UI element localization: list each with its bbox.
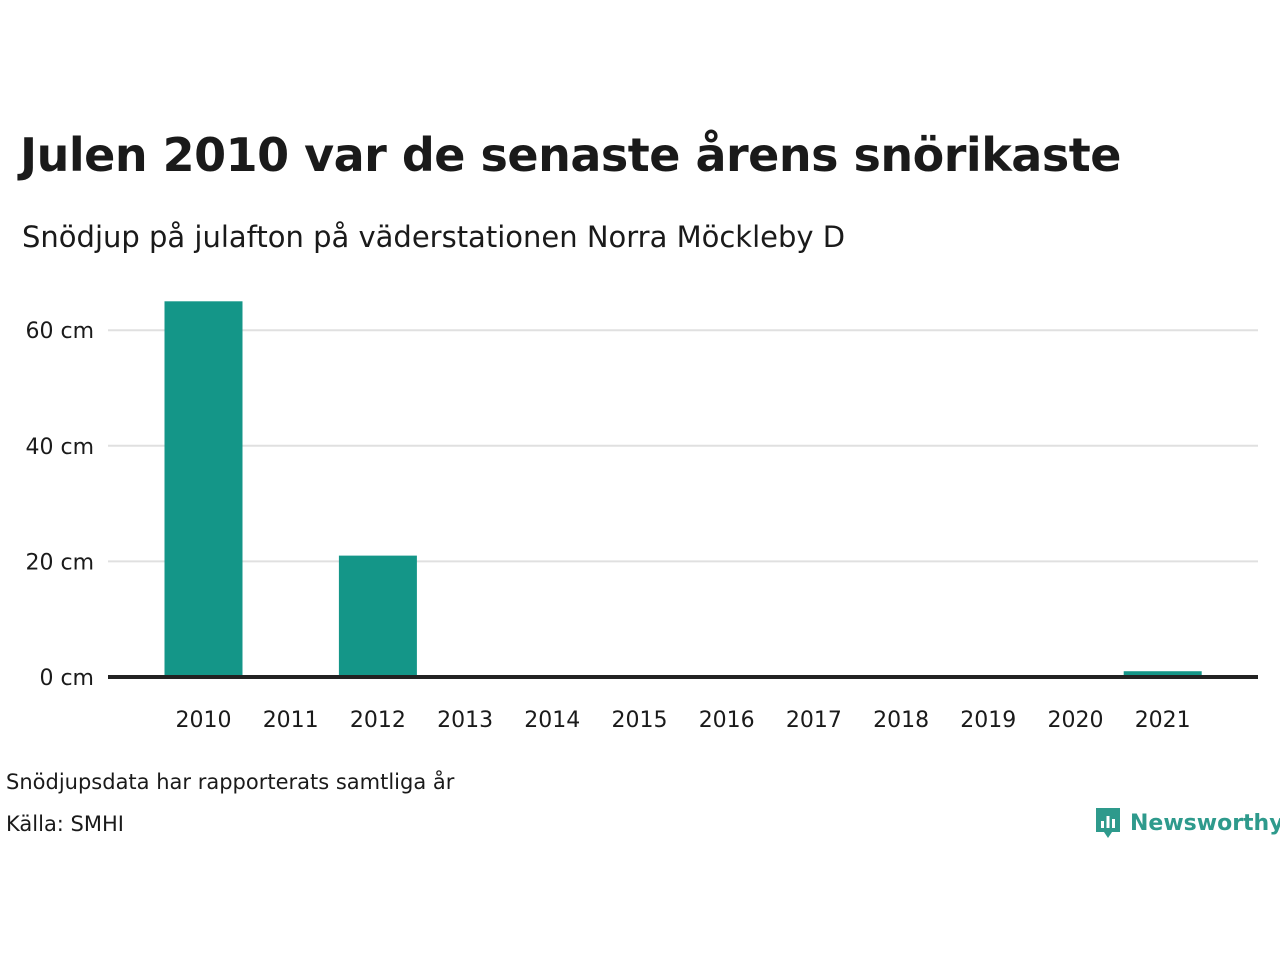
newsworthy-logo-icon <box>1096 808 1120 838</box>
source-credit: Källa: SMHI <box>6 812 124 836</box>
chart-subtitle: Snödjup på julafton på väderstationen No… <box>22 220 846 254</box>
bar <box>164 301 243 677</box>
x-tick-label: 2010 <box>176 708 232 733</box>
x-tick-label: 2018 <box>873 708 929 733</box>
x-tick-label: 2021 <box>1135 708 1191 733</box>
x-tick-label: 2012 <box>350 708 406 733</box>
x-tick-label: 2014 <box>524 708 580 733</box>
x-tick-label: 2017 <box>786 708 842 733</box>
data-note: Snödjupsdata har rapporterats samtliga å… <box>6 770 455 794</box>
brand-name: Newsworthy <box>1130 810 1280 836</box>
x-tick-label: 2013 <box>437 708 493 733</box>
x-tick-label: 2011 <box>263 708 319 733</box>
y-tick-label: 0 cm <box>39 666 94 691</box>
y-tick-label: 60 cm <box>25 319 94 344</box>
x-tick-label: 2019 <box>960 708 1016 733</box>
y-tick-label: 20 cm <box>25 550 94 575</box>
bar <box>338 555 417 677</box>
y-tick-label: 40 cm <box>25 435 94 460</box>
bar-chart: 0 cm 20 cm 40 cm 60 cm 2010 2011 2012 2013 2014 2… <box>25 301 1258 733</box>
bar <box>1123 671 1202 677</box>
x-tick-label: 2020 <box>1048 708 1104 733</box>
x-tick-label: 2015 <box>612 708 668 733</box>
chart-title: Julen 2010 var de senaste årens snörikas… <box>20 128 1121 182</box>
x-tick-label: 2016 <box>699 708 755 733</box>
brand-logo: Newsworthy <box>1094 806 1280 840</box>
